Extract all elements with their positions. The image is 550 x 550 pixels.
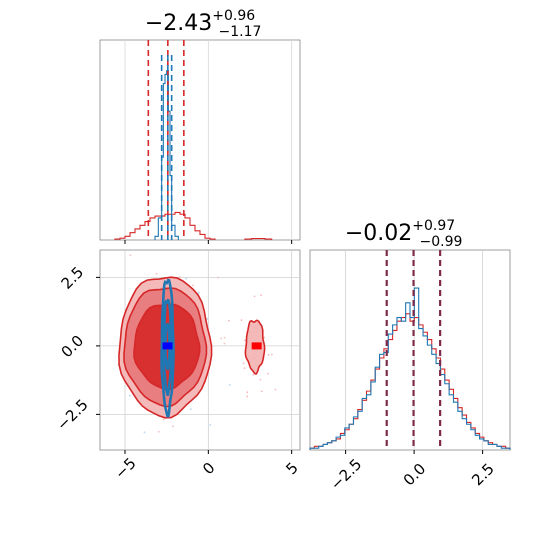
joint-scatter-point bbox=[128, 394, 131, 397]
joint-scatter-point bbox=[240, 319, 243, 321]
marginal-y-quantile-lines bbox=[385, 250, 442, 450]
joint-panel: −5 0 5 −2.5 0.0 2.5 bbox=[53, 249, 302, 483]
joint-peak-marker bbox=[251, 342, 262, 350]
joint-scatter-point bbox=[217, 276, 219, 279]
joint-y-tick-label: −2.5 bbox=[53, 396, 91, 434]
joint-scatter-point bbox=[220, 337, 223, 340]
marginal-y-title-main: −0.02 bbox=[345, 221, 412, 246]
marginal-x-title-sub: −1.17 bbox=[219, 24, 262, 40]
joint-scatter-point bbox=[223, 342, 226, 345]
joint-scatter-point bbox=[185, 277, 188, 280]
marginal-x-histogram-series bbox=[114, 211, 216, 240]
marginal-x-histograms bbox=[114, 70, 273, 240]
marginal-y-x-tick-label: 2.5 bbox=[468, 460, 498, 490]
joint-scatter-point bbox=[162, 418, 165, 421]
joint-scatter-point bbox=[227, 319, 230, 322]
joint-x-tick-label: 5 bbox=[282, 459, 301, 478]
joint-scatter-point bbox=[253, 295, 256, 298]
joint-scatter-point bbox=[206, 318, 209, 320]
joint-scatter-point bbox=[197, 291, 200, 294]
marginal-y-frame bbox=[309, 249, 511, 451]
joint-scatter-point bbox=[274, 388, 277, 391]
joint-scatter-point bbox=[155, 272, 158, 275]
marginal-x-title: −2.43+0.96 bbox=[145, 8, 255, 36]
marginal-y-ticks: −2.5 0.0 2.5 bbox=[327, 450, 498, 494]
marginal-x-grid bbox=[124, 40, 293, 240]
marginal-x-frame bbox=[99, 39, 301, 241]
joint-scatter-point bbox=[243, 339, 246, 342]
joint-scatter-point bbox=[129, 254, 132, 257]
joint-scatter-point bbox=[228, 383, 231, 386]
joint-scatter-point bbox=[270, 353, 273, 356]
joint-blue-contour bbox=[160, 278, 175, 418]
marginal-y-title-sup: +0.97 bbox=[412, 218, 455, 234]
joint-scatter-point bbox=[260, 390, 263, 393]
joint-scatter-point bbox=[260, 294, 262, 297]
marginal-y-title-sub: −0.99 bbox=[420, 234, 463, 250]
joint-scatter-point bbox=[252, 373, 255, 376]
marginal-x-histogram-series bbox=[244, 237, 273, 240]
joint-scatter-point bbox=[209, 423, 212, 426]
joint-scatter-point bbox=[189, 408, 192, 411]
joint-scatter-point bbox=[259, 378, 262, 381]
joint-scatter-point bbox=[157, 430, 160, 433]
marginal-y-title: −0.02+0.97 bbox=[345, 218, 455, 246]
joint-scatter-point bbox=[143, 431, 146, 434]
joint-scatter-point bbox=[263, 336, 266, 339]
joint-scatter-point bbox=[242, 362, 245, 365]
marginal-x-ticks bbox=[124, 240, 293, 244]
joint-x-tick-label: −5 bbox=[111, 454, 139, 482]
joint-scatter-point bbox=[243, 367, 246, 370]
joint-scatter-point bbox=[172, 425, 174, 428]
marginal-x-title-sup: +0.96 bbox=[212, 8, 255, 24]
joint-scatter-point bbox=[178, 276, 181, 278]
marginal-y-x-tick-label: 0.0 bbox=[400, 460, 430, 490]
marginal-y-histogram-series bbox=[309, 287, 511, 450]
joint-scatter-point bbox=[192, 284, 194, 287]
joint-x-tick-label: 0 bbox=[199, 459, 218, 478]
marginal-x-panel: −2.43+0.96 −1.17 bbox=[99, 8, 301, 244]
marginal-x-title-main: −2.43 bbox=[145, 11, 212, 36]
joint-y-tick-label: 2.5 bbox=[58, 263, 88, 293]
joint-scatter-point bbox=[267, 354, 270, 356]
joint-scatter-point bbox=[223, 336, 226, 339]
joint-scatter-point bbox=[246, 395, 249, 398]
joint-y-tick-label: 0.0 bbox=[58, 332, 88, 362]
joint-peak-markers bbox=[162, 342, 262, 350]
marginal-y-x-tick-label: −2.5 bbox=[327, 455, 365, 493]
joint-peak-marker bbox=[162, 342, 173, 350]
marginal-y-histograms bbox=[309, 287, 511, 450]
marginal-x-histogram-series bbox=[154, 70, 179, 240]
joint-scatter-point bbox=[246, 391, 249, 394]
marginal-y-panel: −2.5 0.0 2.5 −0.02+0.97 −0.99 bbox=[309, 218, 511, 494]
joint-scatter-point bbox=[267, 372, 269, 375]
marginal-x-quantile-lines bbox=[147, 40, 185, 240]
